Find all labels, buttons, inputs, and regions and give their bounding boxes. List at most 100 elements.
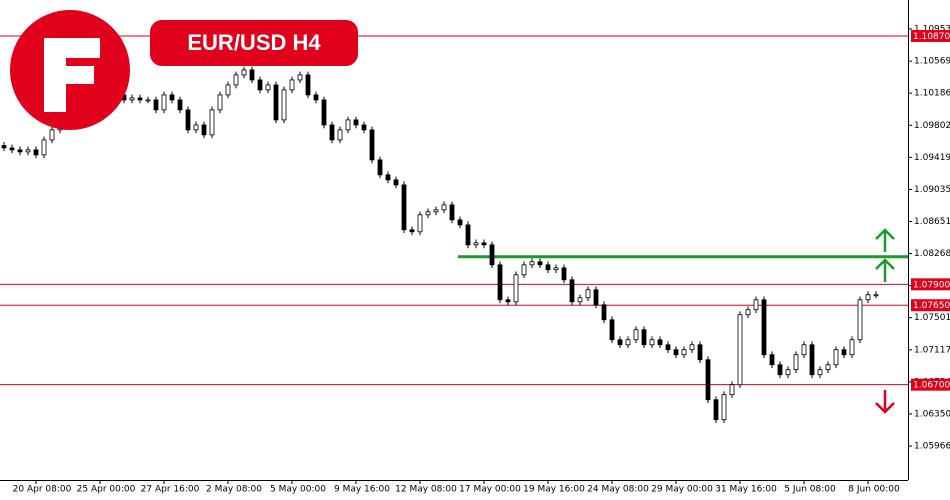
candle-body xyxy=(9,147,15,151)
x-tick-label: 31 May 16:00 xyxy=(715,485,777,495)
candle-body xyxy=(209,109,215,136)
candle-body xyxy=(185,109,191,131)
candle-body xyxy=(841,349,847,356)
candle-body xyxy=(401,184,407,231)
candle-body xyxy=(601,304,607,321)
candle-body xyxy=(305,74,311,96)
candle-body xyxy=(489,244,495,266)
candle-body xyxy=(689,344,695,351)
candle-body xyxy=(857,299,863,341)
axis-labels: 1.10953 1.10569 1.10186 1.09802 1.09419 1.090… xyxy=(13,25,950,495)
y-tick-label: 1.10186 xyxy=(914,89,950,99)
title-badge xyxy=(150,20,358,66)
candle-body xyxy=(665,344,671,351)
candle-body xyxy=(801,344,807,356)
candle-body xyxy=(713,399,719,421)
logo-letter xyxy=(44,38,100,112)
overlay: EUR/USD H4 xyxy=(10,10,895,414)
candle-body xyxy=(249,69,255,81)
candle-body xyxy=(769,354,775,366)
logo xyxy=(10,10,130,130)
x-tick-label: 2 May 08:00 xyxy=(206,485,262,495)
x-tick-label: 5 May 00:00 xyxy=(270,485,326,495)
candle-body xyxy=(169,94,175,101)
candle-body xyxy=(825,364,831,371)
candle-body xyxy=(441,204,447,211)
y-tick-label: 1.07501 xyxy=(914,313,950,323)
candle-body xyxy=(585,289,591,299)
candle-body xyxy=(225,84,231,96)
candle-body xyxy=(721,394,727,421)
x-tick-label: 12 May 08:00 xyxy=(395,485,457,495)
level-label: 1.07900 xyxy=(913,280,950,290)
candle-body xyxy=(865,294,871,301)
candle-body xyxy=(625,339,631,346)
candle-body xyxy=(33,149,39,156)
candle-body xyxy=(753,299,759,311)
candle-body xyxy=(41,139,47,156)
candle-body xyxy=(329,124,335,141)
candle-body xyxy=(697,344,703,361)
candle-body xyxy=(793,354,799,371)
y-tick-label: 1.09035 xyxy=(914,185,950,195)
candle-body xyxy=(785,369,791,376)
y-tick-label: 1.09419 xyxy=(914,153,950,163)
candle-body xyxy=(417,214,423,233)
candle-body xyxy=(633,329,639,341)
candle-body xyxy=(873,294,879,297)
candle-body xyxy=(521,264,527,276)
candle-body xyxy=(577,297,583,303)
up-arrow xyxy=(875,258,895,282)
y-tick-label: 1.06350 xyxy=(914,409,950,419)
candle-body xyxy=(281,89,287,121)
candle-body xyxy=(465,224,471,246)
x-tick-label: 19 May 16:00 xyxy=(523,485,585,495)
candle-body xyxy=(137,97,143,101)
candle-body xyxy=(361,124,367,131)
candle-body xyxy=(17,149,23,153)
up-arrow xyxy=(875,228,895,252)
candle-body xyxy=(729,384,735,396)
up-arrows xyxy=(875,228,895,282)
level-label: 1.06700 xyxy=(913,381,950,391)
x-tick-label: 17 May 00:00 xyxy=(459,485,521,495)
x-tick-label: 24 May 08:00 xyxy=(587,485,649,495)
candle-body xyxy=(505,299,511,303)
candle-body xyxy=(345,119,351,131)
candle-body xyxy=(297,74,303,81)
candle-body xyxy=(393,179,399,186)
candle-body xyxy=(313,94,319,101)
candle-body xyxy=(153,99,159,111)
candle-body xyxy=(241,69,247,76)
candle-body xyxy=(369,129,375,161)
candle-body xyxy=(473,242,479,246)
plot xyxy=(0,35,908,424)
candle-body xyxy=(537,261,543,266)
candle-body xyxy=(409,229,415,233)
y-tick-label: 1.05966 xyxy=(914,442,950,452)
candle-body xyxy=(641,329,647,346)
candle-body xyxy=(617,339,623,346)
candle-body xyxy=(25,149,31,153)
candle-body xyxy=(129,97,135,101)
candle-body xyxy=(353,119,359,126)
chart-title: EUR/USD H4 xyxy=(187,30,321,55)
level-label: 1.10870 xyxy=(913,32,950,42)
x-tick-label: 8 Jun 00:00 xyxy=(848,485,900,495)
candle-body xyxy=(593,289,599,306)
candle-body xyxy=(649,339,655,346)
candle-body xyxy=(745,309,751,316)
candle-body xyxy=(449,204,455,221)
candle-body xyxy=(657,339,663,346)
candle-body xyxy=(569,279,575,303)
candle-body xyxy=(529,261,535,266)
candle-body xyxy=(321,99,327,126)
candle-body xyxy=(849,339,855,356)
candle-body xyxy=(705,359,711,401)
y-tick-label: 1.08268 xyxy=(914,249,950,259)
x-tick-label: 27 Apr 16:00 xyxy=(141,485,200,495)
candle-body xyxy=(193,124,199,131)
candle-body xyxy=(265,84,271,91)
candle-body xyxy=(49,129,55,141)
candle-body xyxy=(609,319,615,341)
